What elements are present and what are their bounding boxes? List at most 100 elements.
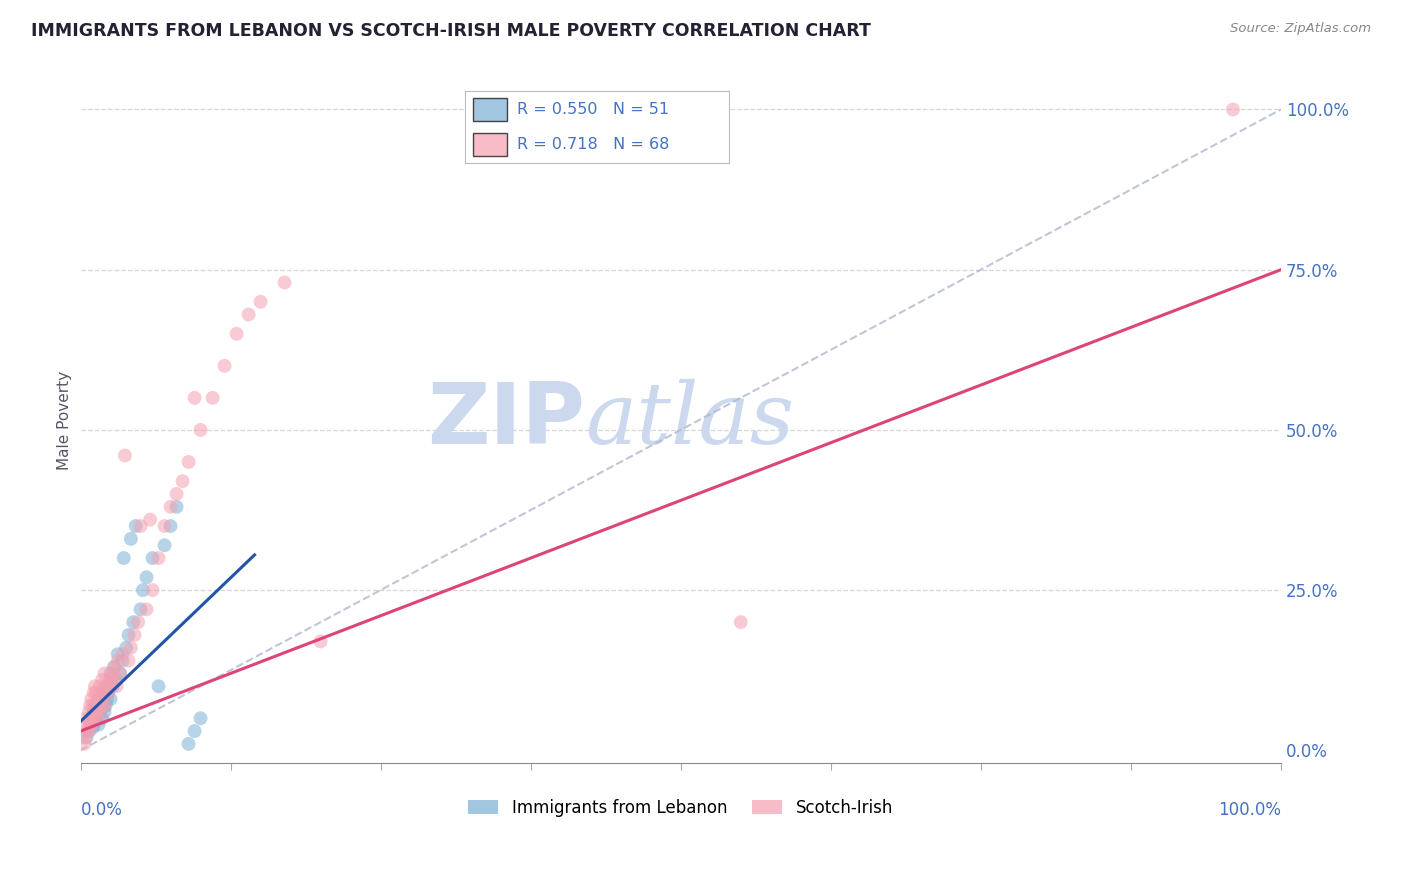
Point xyxy=(309,634,332,648)
Point xyxy=(105,673,128,687)
Point xyxy=(177,455,200,469)
Point xyxy=(183,724,205,739)
Point xyxy=(108,666,131,681)
Point xyxy=(84,679,107,693)
Point xyxy=(93,666,115,681)
Point xyxy=(91,698,114,713)
Point xyxy=(84,711,107,725)
Point xyxy=(93,698,115,713)
Point xyxy=(166,487,188,501)
Point xyxy=(120,640,142,655)
Point xyxy=(79,717,101,731)
Point xyxy=(79,698,101,713)
Point xyxy=(80,692,103,706)
Point xyxy=(201,391,224,405)
Point xyxy=(82,717,104,731)
Point xyxy=(153,519,176,533)
Legend: Immigrants from Lebanon, Scotch-Irish: Immigrants from Lebanon, Scotch-Irish xyxy=(461,792,900,823)
Text: 0.0%: 0.0% xyxy=(80,801,122,819)
Point xyxy=(159,519,181,533)
Point xyxy=(79,717,101,731)
Point xyxy=(153,538,176,552)
Point xyxy=(172,474,194,488)
Point xyxy=(89,692,111,706)
Point xyxy=(166,500,188,514)
Point xyxy=(76,717,98,731)
Point xyxy=(86,698,108,713)
Point xyxy=(89,679,111,693)
Point xyxy=(94,679,117,693)
Point xyxy=(84,685,107,699)
Point xyxy=(83,711,105,725)
Point xyxy=(83,717,105,731)
Point xyxy=(177,737,200,751)
Point xyxy=(84,705,107,719)
Point xyxy=(87,698,110,713)
Point xyxy=(730,615,752,629)
Text: IMMIGRANTS FROM LEBANON VS SCOTCH-IRISH MALE POVERTY CORRELATION CHART: IMMIGRANTS FROM LEBANON VS SCOTCH-IRISH … xyxy=(31,22,870,40)
Point xyxy=(159,500,181,514)
Point xyxy=(86,705,108,719)
Point xyxy=(100,666,122,681)
Point xyxy=(115,640,138,655)
Point xyxy=(77,724,100,739)
Point xyxy=(91,698,114,713)
Point xyxy=(97,685,120,699)
Point xyxy=(84,711,107,725)
Point xyxy=(100,679,122,693)
Point xyxy=(127,615,149,629)
Point xyxy=(94,685,117,699)
Point xyxy=(82,698,104,713)
Point xyxy=(101,679,124,693)
Point xyxy=(76,724,98,739)
Point xyxy=(190,711,212,725)
Point xyxy=(82,708,104,723)
Point xyxy=(107,654,129,668)
Text: 100.0%: 100.0% xyxy=(1218,801,1281,819)
Point xyxy=(214,359,236,373)
Point xyxy=(100,692,122,706)
Point xyxy=(135,570,157,584)
Point xyxy=(76,731,98,745)
Point xyxy=(91,711,114,725)
Point xyxy=(98,673,121,687)
Point xyxy=(89,705,111,719)
Point xyxy=(122,615,145,629)
Point xyxy=(94,698,117,713)
Point xyxy=(103,660,125,674)
Point xyxy=(132,583,155,598)
Point xyxy=(129,519,152,533)
Point xyxy=(97,685,120,699)
Point xyxy=(96,692,118,706)
Point xyxy=(120,532,142,546)
Point xyxy=(84,698,107,713)
Point xyxy=(1222,103,1244,117)
Point xyxy=(83,705,105,719)
Point xyxy=(105,679,128,693)
Point xyxy=(93,705,115,719)
Point xyxy=(141,583,163,598)
Point xyxy=(117,628,139,642)
Point xyxy=(111,647,134,661)
Point xyxy=(273,276,295,290)
Point xyxy=(148,551,170,566)
Point xyxy=(141,551,163,566)
Point xyxy=(107,647,129,661)
Point xyxy=(148,679,170,693)
Point xyxy=(77,724,100,739)
Text: atlas: atlas xyxy=(585,379,794,462)
Point xyxy=(183,391,205,405)
Point xyxy=(75,731,97,745)
Point xyxy=(90,692,112,706)
Point xyxy=(87,717,110,731)
Point xyxy=(90,698,112,713)
Point xyxy=(82,721,104,735)
Text: ZIP: ZIP xyxy=(427,379,585,462)
Point xyxy=(77,705,100,719)
Point xyxy=(91,692,114,706)
Point xyxy=(129,602,152,616)
Point xyxy=(103,660,125,674)
Point xyxy=(238,308,260,322)
Point xyxy=(93,685,115,699)
Point xyxy=(91,673,114,687)
